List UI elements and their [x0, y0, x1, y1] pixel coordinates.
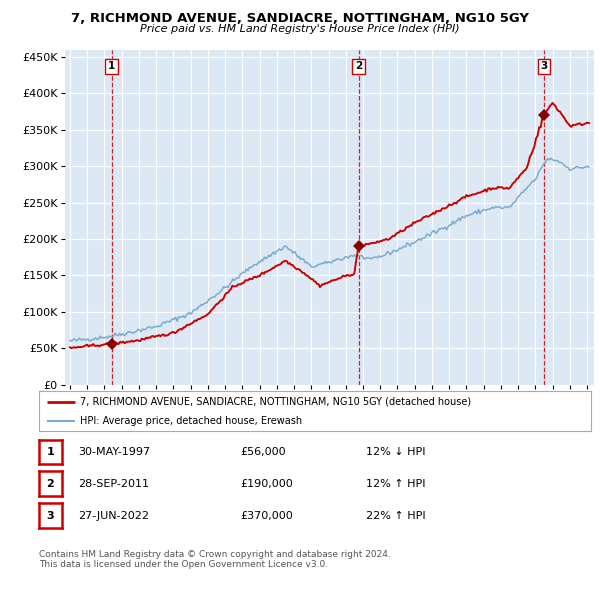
Text: 3: 3 — [540, 61, 547, 71]
Text: 27-JUN-2022: 27-JUN-2022 — [78, 511, 149, 520]
Text: HPI: Average price, detached house, Erewash: HPI: Average price, detached house, Erew… — [80, 416, 302, 426]
Text: 1: 1 — [108, 61, 115, 71]
Text: 7, RICHMOND AVENUE, SANDIACRE, NOTTINGHAM, NG10 5GY: 7, RICHMOND AVENUE, SANDIACRE, NOTTINGHA… — [71, 12, 529, 25]
Text: 2: 2 — [355, 61, 362, 71]
Text: Contains HM Land Registry data © Crown copyright and database right 2024.: Contains HM Land Registry data © Crown c… — [39, 550, 391, 559]
Text: 1: 1 — [47, 447, 54, 457]
Text: 12% ↓ HPI: 12% ↓ HPI — [366, 447, 425, 457]
Text: 7, RICHMOND AVENUE, SANDIACRE, NOTTINGHAM, NG10 5GY (detached house): 7, RICHMOND AVENUE, SANDIACRE, NOTTINGHA… — [80, 397, 472, 407]
Text: 28-SEP-2011: 28-SEP-2011 — [78, 479, 149, 489]
Text: £190,000: £190,000 — [240, 479, 293, 489]
Text: 2: 2 — [47, 479, 54, 489]
Text: 30-MAY-1997: 30-MAY-1997 — [78, 447, 150, 457]
Text: This data is licensed under the Open Government Licence v3.0.: This data is licensed under the Open Gov… — [39, 560, 328, 569]
Text: Price paid vs. HM Land Registry's House Price Index (HPI): Price paid vs. HM Land Registry's House … — [140, 24, 460, 34]
Text: £370,000: £370,000 — [240, 511, 293, 520]
Text: 12% ↑ HPI: 12% ↑ HPI — [366, 479, 425, 489]
Text: £56,000: £56,000 — [240, 447, 286, 457]
Text: 3: 3 — [47, 511, 54, 520]
Text: 22% ↑ HPI: 22% ↑ HPI — [366, 511, 425, 520]
